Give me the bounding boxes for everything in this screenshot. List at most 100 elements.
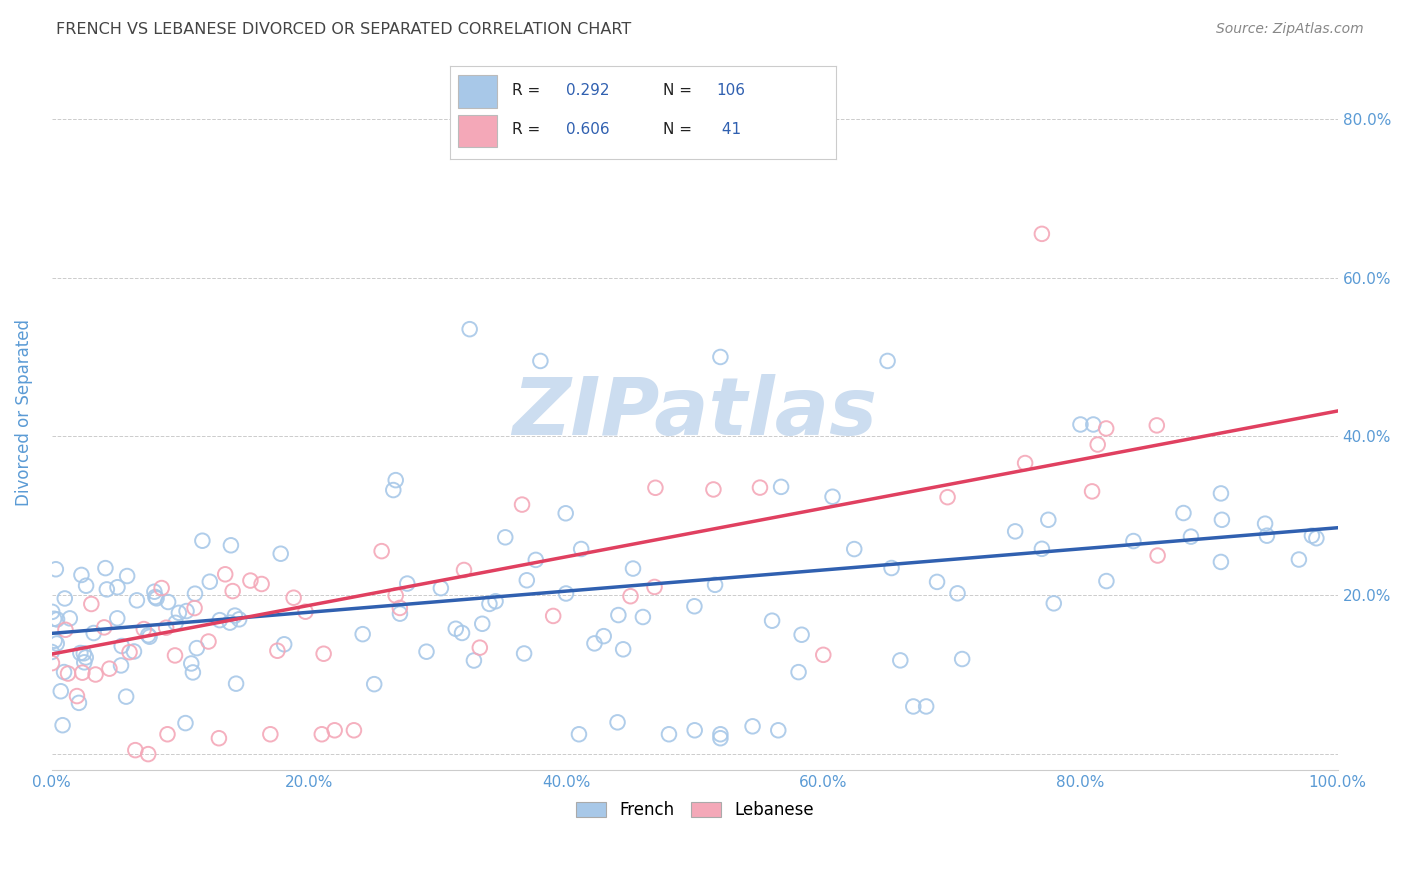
Point bbox=[516, 574, 538, 588]
Point bbox=[554, 506, 576, 520]
Point bbox=[619, 589, 641, 603]
Point bbox=[1256, 529, 1278, 543]
Point bbox=[224, 608, 246, 623]
Point bbox=[813, 648, 835, 662]
Point bbox=[59, 611, 82, 625]
Point bbox=[83, 626, 105, 640]
Point bbox=[219, 538, 242, 552]
Point bbox=[1173, 506, 1195, 520]
Point bbox=[606, 715, 628, 730]
Point bbox=[1146, 549, 1168, 563]
Point bbox=[93, 620, 115, 634]
Point bbox=[1122, 534, 1144, 549]
Point bbox=[49, 684, 72, 698]
Point bbox=[644, 580, 666, 594]
Point bbox=[453, 563, 475, 577]
Point bbox=[1288, 552, 1310, 566]
Point bbox=[225, 676, 247, 690]
Point bbox=[555, 586, 578, 600]
Point bbox=[115, 569, 138, 583]
Point bbox=[1146, 418, 1168, 433]
Point bbox=[458, 322, 481, 336]
Point bbox=[384, 589, 406, 603]
Point bbox=[768, 723, 790, 738]
Point bbox=[592, 629, 614, 643]
Point bbox=[125, 593, 148, 607]
Point bbox=[658, 727, 681, 741]
Point bbox=[1095, 421, 1118, 435]
Point bbox=[72, 665, 94, 680]
Point bbox=[524, 553, 547, 567]
Point bbox=[55, 623, 77, 637]
Point bbox=[96, 582, 118, 597]
Point bbox=[925, 574, 948, 589]
Point bbox=[388, 607, 411, 621]
Point bbox=[197, 634, 219, 648]
Point bbox=[208, 731, 231, 746]
Point bbox=[70, 568, 93, 582]
Point bbox=[415, 645, 437, 659]
Point bbox=[41, 645, 63, 659]
Point bbox=[1254, 516, 1277, 531]
Point bbox=[266, 644, 288, 658]
Point bbox=[136, 628, 159, 642]
Point bbox=[167, 606, 190, 620]
Point bbox=[478, 597, 501, 611]
Point bbox=[118, 645, 141, 659]
Point bbox=[1211, 513, 1233, 527]
Point bbox=[157, 595, 180, 609]
Point bbox=[903, 699, 925, 714]
Point bbox=[111, 639, 134, 653]
Point bbox=[621, 561, 644, 575]
Point bbox=[45, 562, 67, 576]
Point bbox=[46, 612, 69, 626]
Point bbox=[323, 723, 346, 738]
Legend: French, Lebanese: French, Lebanese bbox=[569, 795, 821, 826]
Point bbox=[494, 530, 516, 544]
Point bbox=[73, 646, 96, 660]
Point bbox=[936, 490, 959, 504]
Point bbox=[52, 718, 75, 732]
Point bbox=[180, 657, 202, 671]
Point bbox=[468, 640, 491, 655]
Point bbox=[1004, 524, 1026, 539]
Point bbox=[709, 350, 731, 364]
Point bbox=[761, 614, 783, 628]
Point bbox=[270, 547, 292, 561]
Point bbox=[165, 615, 187, 630]
Point bbox=[915, 699, 938, 714]
Point bbox=[186, 641, 208, 656]
Point bbox=[143, 584, 166, 599]
Text: ZIPatlas: ZIPatlas bbox=[512, 374, 877, 451]
Point bbox=[444, 622, 467, 636]
Point bbox=[66, 689, 89, 703]
Point bbox=[388, 601, 411, 615]
Point bbox=[880, 561, 903, 575]
Point bbox=[1095, 574, 1118, 588]
Point bbox=[94, 561, 117, 575]
Text: Source: ZipAtlas.com: Source: ZipAtlas.com bbox=[1216, 22, 1364, 37]
Point bbox=[529, 354, 551, 368]
Point bbox=[569, 541, 592, 556]
Point bbox=[184, 587, 207, 601]
Point bbox=[294, 605, 316, 619]
Point bbox=[84, 667, 107, 681]
Point bbox=[219, 615, 242, 630]
Point bbox=[41, 605, 63, 619]
Point bbox=[1180, 530, 1202, 544]
Point bbox=[122, 644, 145, 658]
Point bbox=[770, 480, 793, 494]
Point bbox=[42, 612, 65, 626]
Point bbox=[844, 542, 866, 557]
Point bbox=[631, 610, 654, 624]
Y-axis label: Divorced or Separated: Divorced or Separated bbox=[15, 319, 32, 506]
Point bbox=[821, 490, 844, 504]
Point bbox=[749, 481, 772, 495]
Point bbox=[1031, 227, 1053, 241]
Point bbox=[208, 613, 231, 627]
Point bbox=[384, 473, 406, 487]
Point bbox=[228, 612, 250, 626]
Point bbox=[1209, 555, 1232, 569]
Point bbox=[250, 577, 273, 591]
Point bbox=[1038, 513, 1060, 527]
